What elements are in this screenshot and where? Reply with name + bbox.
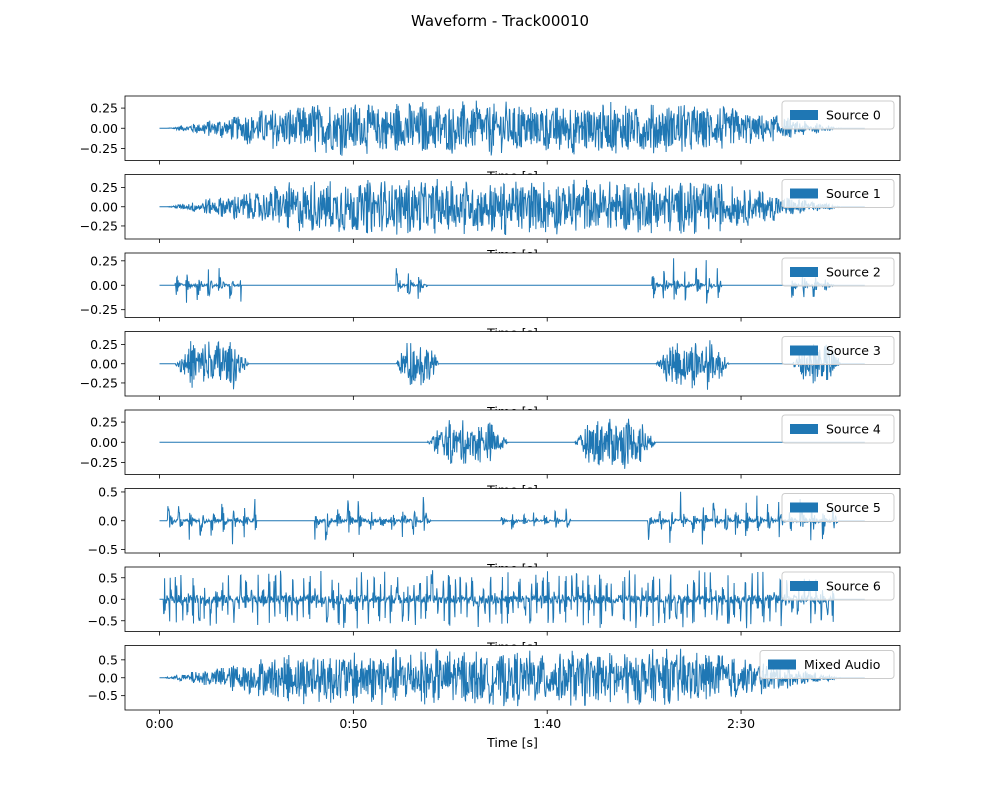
panel-6-legend-label: Source 6 xyxy=(826,579,881,594)
panel-4-legend xyxy=(781,414,895,444)
panel-0-waveform xyxy=(159,100,865,156)
panel-0-legend xyxy=(781,100,895,130)
panel-7-legend-label: Mixed Audio xyxy=(804,657,880,672)
panel-0-xlabel: Time [s] xyxy=(486,169,538,184)
panel-2-ytick-label: 0.25 xyxy=(90,253,118,268)
panel-3-ytick-label: 0.25 xyxy=(90,337,118,352)
panel-2-legend-label: Source 2 xyxy=(826,265,881,280)
panel-1-ytick-label: −0.25 xyxy=(80,218,118,233)
panel-6-ytick-label: 0.5 xyxy=(98,570,118,585)
panel-3-ytick-label: 0.00 xyxy=(90,356,118,371)
panel-3-legend-swatch xyxy=(790,345,818,356)
panel-0-ytick-label: 0.25 xyxy=(90,101,118,116)
panel-4-ytick-label: 0.00 xyxy=(90,435,118,450)
panel-5-legend xyxy=(781,493,895,522)
panel-7-legend-swatch xyxy=(768,659,796,670)
panel-2-legend-swatch xyxy=(790,267,818,277)
panel-4-xlabel: Time [s] xyxy=(486,483,538,498)
panel-0-ytick-label: 0.00 xyxy=(90,121,118,136)
panel-7-legend xyxy=(759,650,895,679)
panel-4-waveform xyxy=(159,418,865,469)
panel-7-xtick-label: 0:50 xyxy=(339,716,367,731)
panel-7-xtick-label: 2:30 xyxy=(727,716,755,731)
panel-5-ytick-label: 0.5 xyxy=(98,484,118,499)
panel-6-legend-swatch xyxy=(790,581,818,591)
panel-2-legend xyxy=(781,257,895,287)
panel-1-xlabel: Time [s] xyxy=(486,247,538,262)
panel-7-ytick-label: −0.5 xyxy=(88,688,118,703)
panel-4-legend-swatch xyxy=(790,424,818,434)
panel-5-xlabel: Time [s] xyxy=(486,561,538,576)
panel-7-ytick-label: 0.5 xyxy=(98,652,118,667)
figure-title: Waveform - Track00010 xyxy=(410,12,590,30)
panel-0-ytick-label: −0.25 xyxy=(80,141,118,156)
panel-1-waveform xyxy=(159,178,865,236)
panel-3-legend-label: Source 3 xyxy=(826,343,881,358)
panel-7-ytick-label: 0.0 xyxy=(98,670,118,685)
panel-3-legend xyxy=(781,336,895,365)
panel-4-ytick-label: −0.25 xyxy=(80,455,118,470)
panel-0-legend-swatch xyxy=(790,110,818,120)
panel-4-ytick-label: 0.25 xyxy=(90,415,118,430)
panel-2-ytick-label: −0.25 xyxy=(80,302,118,317)
panel-1-ytick-label: 0.00 xyxy=(90,199,118,214)
panel-6-ytick-label: −0.5 xyxy=(88,613,118,628)
panel-1-legend-label: Source 1 xyxy=(826,186,881,201)
panel-6-legend xyxy=(781,571,895,601)
panel-5-legend-label: Source 5 xyxy=(826,500,881,515)
panel-6-waveform xyxy=(159,570,865,629)
panel-1-legend xyxy=(781,179,895,208)
panel-0-legend-label: Source 0 xyxy=(826,108,881,123)
panel-3-waveform xyxy=(159,340,865,390)
panel-4-legend-label: Source 4 xyxy=(826,422,881,437)
panel-2-ytick-label: 0.00 xyxy=(90,278,118,293)
panel-3-ytick-label: −0.25 xyxy=(80,375,118,390)
panel-2-waveform xyxy=(159,258,865,304)
panel-7-xtick-label: 0:00 xyxy=(145,716,173,731)
panel-7-xlabel: Time [s] xyxy=(486,735,538,750)
panel-5-ytick-label: 0.0 xyxy=(98,513,118,528)
panel-2-xlabel: Time [s] xyxy=(486,326,538,341)
panel-6-xlabel: Time [s] xyxy=(486,640,538,655)
panel-7-xtick-label: 1:40 xyxy=(533,716,561,731)
panel-3-xlabel: Time [s] xyxy=(486,404,538,419)
panel-6-ytick-label: 0.0 xyxy=(98,592,118,607)
panel-1-ytick-label: 0.25 xyxy=(90,180,118,195)
panel-5-ytick-label: −0.5 xyxy=(88,542,118,557)
panel-5-legend-swatch xyxy=(790,502,818,513)
panel-7-waveform xyxy=(159,648,865,707)
panel-1-legend-swatch xyxy=(790,188,818,199)
panel-5-waveform xyxy=(159,491,865,545)
